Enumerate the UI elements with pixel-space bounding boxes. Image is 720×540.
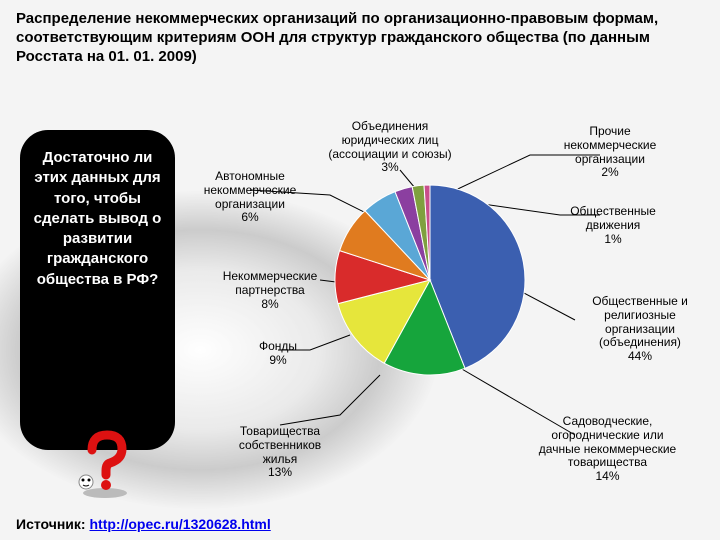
source-prefix: Источник:: [16, 516, 89, 532]
pie-label: Объединения юридических лиц (ассоциации …: [325, 120, 455, 175]
pie-label: Некоммерческие партнерства8%: [210, 270, 330, 311]
pie-label: Автономные некоммерческие организации6%: [190, 170, 310, 225]
pie-holder: [330, 180, 530, 380]
pie-label: Прочие некоммерческие организации2%: [550, 125, 670, 180]
callout-text: Достаточно ли этих данных для того, чтоб…: [30, 148, 165, 290]
slide-content: Распределение некоммерческих организаций…: [0, 0, 720, 540]
pie-label: Фонды9%: [238, 340, 318, 368]
question-callout: Достаточно ли этих данных для того, чтоб…: [20, 130, 175, 450]
leader-line: [280, 375, 380, 425]
pie-label: Общественные и религиозные организации (…: [575, 295, 705, 364]
pie-label: Товарищества собственников жилья13%: [220, 425, 340, 480]
pie-label: Общественные движения1%: [558, 205, 668, 246]
pie-label: Садоводческие, огороднические или дачные…: [530, 415, 685, 484]
source-line: Источник: http://opec.ru/1320628.html: [16, 516, 271, 532]
source-link[interactable]: http://opec.ru/1320628.html: [89, 516, 270, 532]
question-mark-icon: [70, 430, 140, 500]
page-title: Распределение некоммерческих организаций…: [16, 10, 704, 66]
pie-chart: Общественные и религиозные организации (…: [180, 115, 710, 515]
